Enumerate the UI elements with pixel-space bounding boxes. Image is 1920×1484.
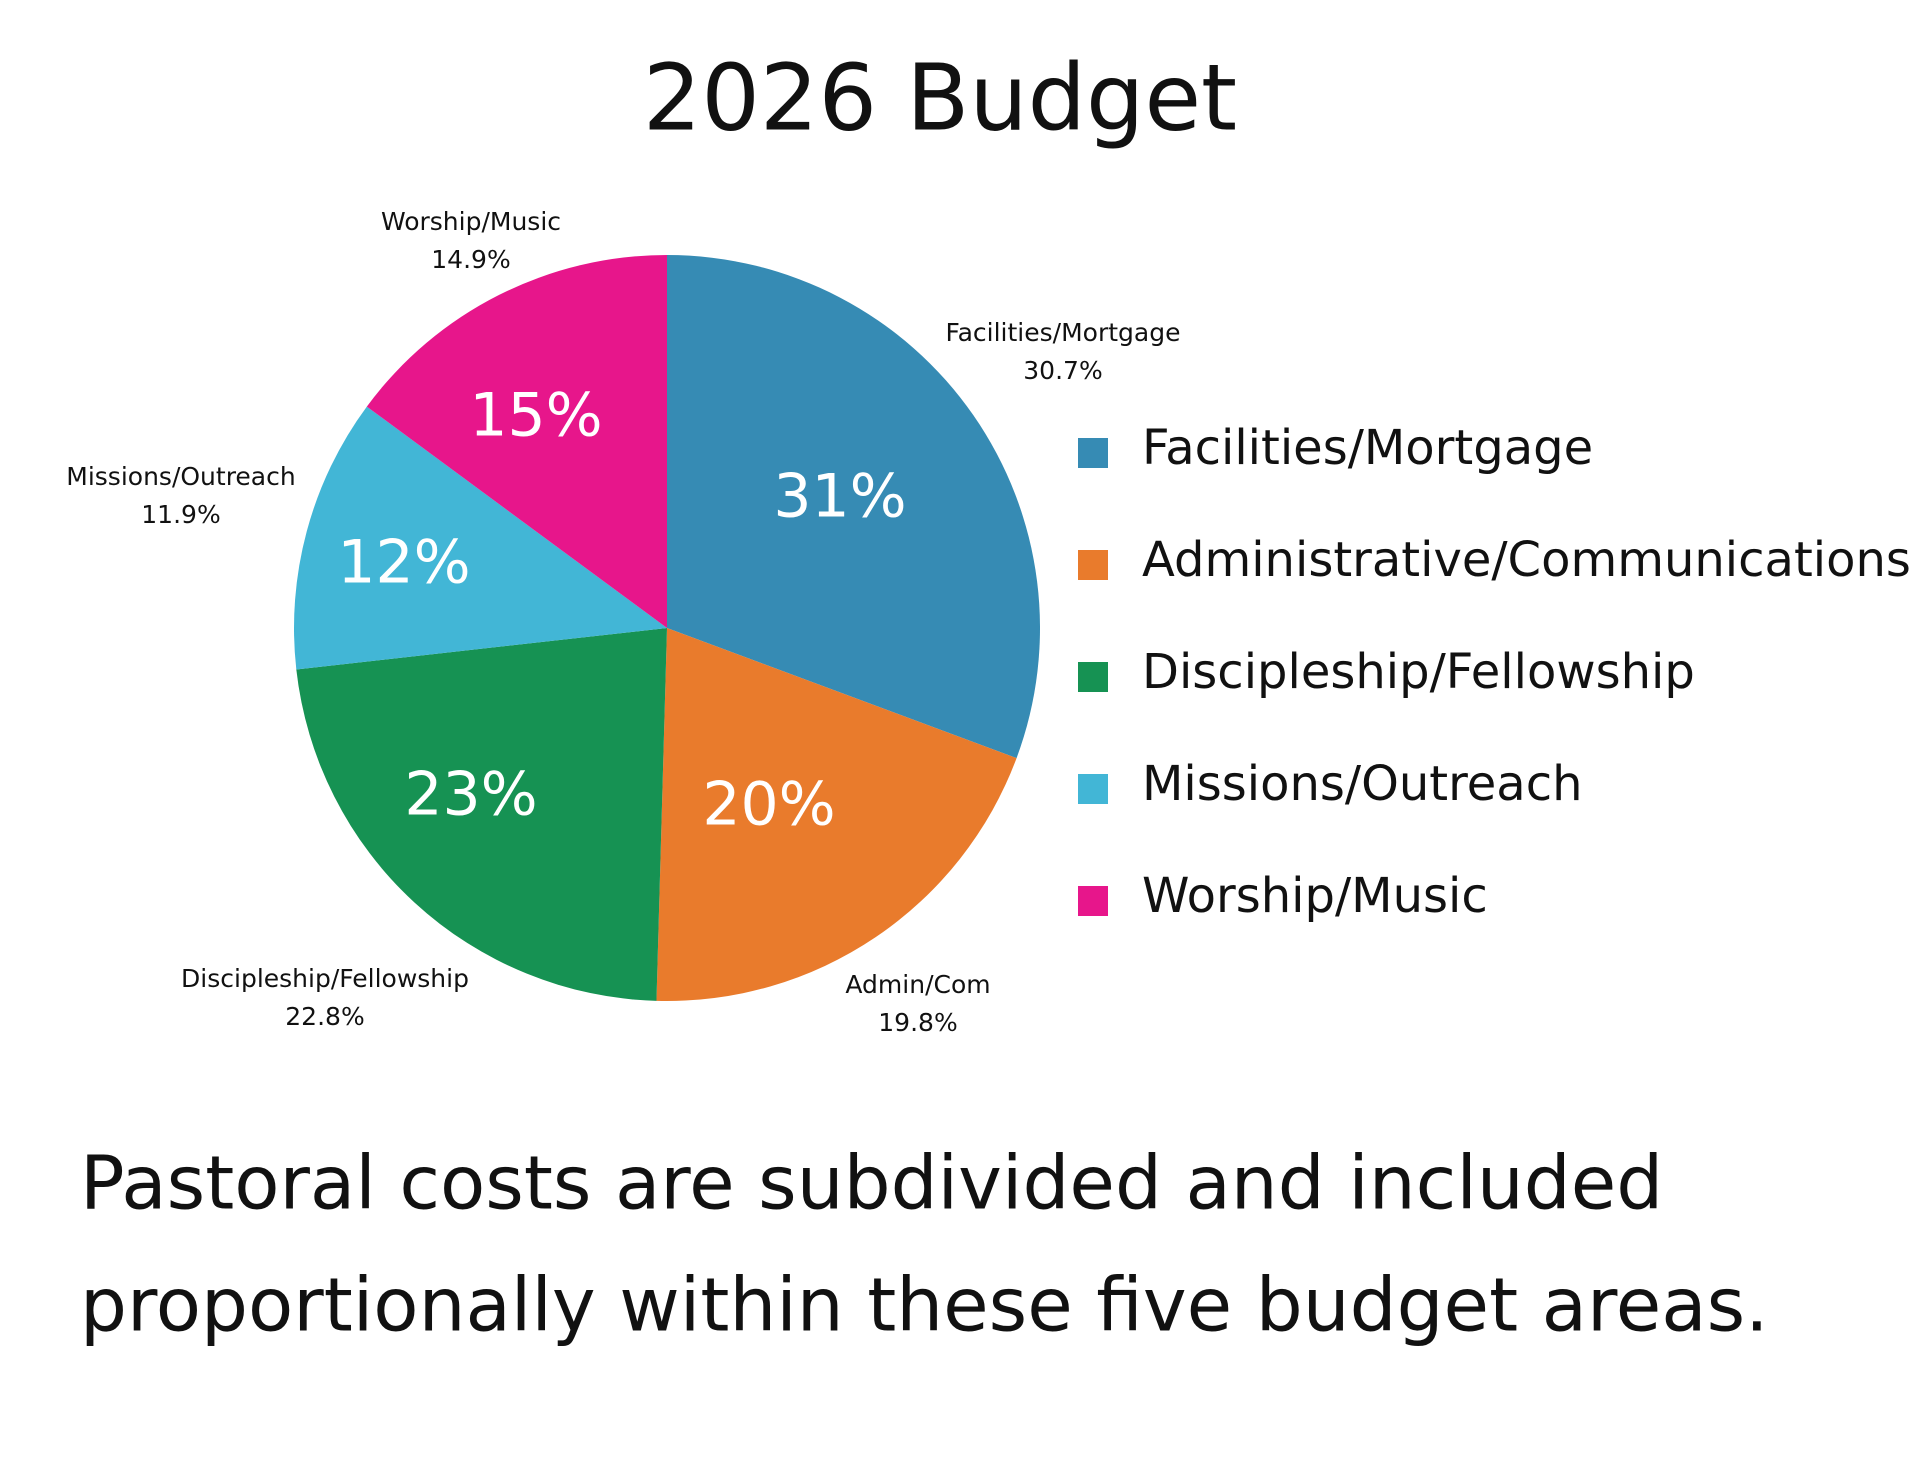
chart-title: 2026 Budget (643, 44, 1237, 151)
slice-name-label: Discipleship/Fellowship (181, 964, 469, 993)
legend-label: Discipleship/Fellowship (1142, 644, 1695, 700)
footnote-line: Pastoral costs are subdivided and includ… (80, 1141, 1663, 1227)
slice-value-label: 19.8% (878, 1008, 957, 1037)
legend-swatch (1078, 438, 1108, 468)
pie-slice (296, 628, 667, 1001)
slice-value-label: 30.7% (1023, 356, 1102, 385)
slice-name-label: Facilities/Mortgage (946, 318, 1181, 347)
legend-swatch (1078, 886, 1108, 916)
slice-percent-label: 23% (404, 760, 537, 830)
legend-swatch (1078, 662, 1108, 692)
slice-name-label: Admin/Com (845, 970, 990, 999)
legend-label: Worship/Music (1142, 868, 1488, 924)
slice-value-label: 14.9% (431, 245, 510, 274)
slice-name-label: Worship/Music (381, 207, 561, 236)
slice-percent-label: 31% (773, 462, 906, 532)
legend-label: Administrative/Communications (1142, 532, 1911, 588)
slice-name-label: Missions/Outreach (66, 462, 295, 491)
legend-label: Facilities/Mortgage (1142, 420, 1593, 476)
pie-slice (366, 255, 667, 628)
slice-percent-label: 20% (702, 770, 835, 840)
slice-percent-label: 12% (337, 528, 470, 598)
legend-swatch (1078, 774, 1108, 804)
pie-slice (667, 255, 1040, 759)
slice-percent-label: 15% (469, 381, 602, 451)
pie-slice (656, 628, 1017, 1001)
footnote-line: proportionally within these five budget … (80, 1263, 1769, 1349)
pie-slice (294, 406, 667, 670)
legend-label: Missions/Outreach (1142, 756, 1583, 812)
slice-value-label: 22.8% (285, 1002, 364, 1031)
slice-value-label: 11.9% (141, 500, 220, 529)
legend-swatch (1078, 550, 1108, 580)
